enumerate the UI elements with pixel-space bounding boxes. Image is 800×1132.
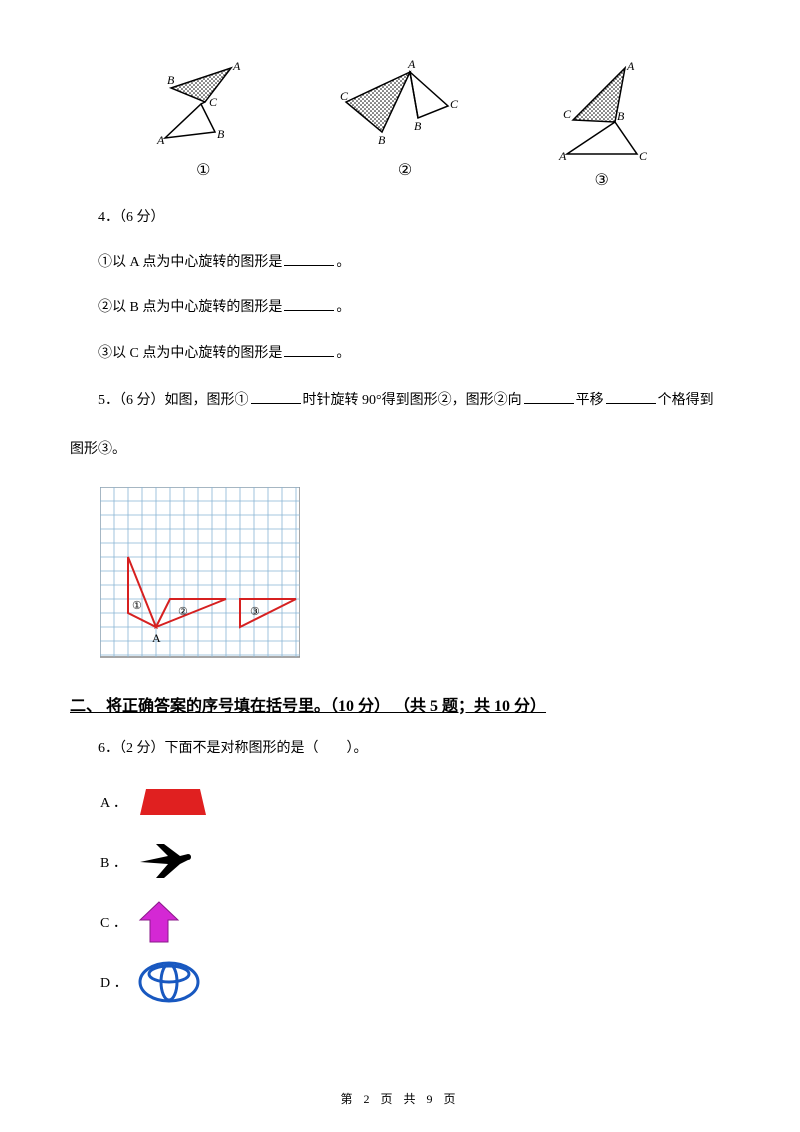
q4-line2-pre: ②以 B 点为中心旋转的图形是 (98, 300, 282, 315)
q4-blank2[interactable] (284, 297, 334, 311)
svg-text:A: A (232, 60, 241, 73)
svg-text:B: B (217, 127, 225, 141)
q4-line3-post: 。 (336, 346, 350, 361)
svg-text:B: B (378, 133, 386, 147)
q5-line2-text: 图形③。 (70, 442, 126, 457)
svg-text:B: B (167, 73, 175, 87)
q4-blank3[interactable] (284, 343, 334, 357)
svg-text:C: C (563, 107, 572, 121)
q4-line1-post: 。 (336, 255, 350, 270)
q4-line3-pre: ③以 C 点为中心旋转的图形是 (98, 346, 282, 361)
svg-text:A: A (152, 631, 161, 645)
q5-grid-svg: ① ② ③ A (100, 487, 300, 662)
svg-text:②: ② (178, 606, 188, 618)
q4-line3: ③以 C 点为中心旋转的图形是 。 (70, 341, 730, 366)
svg-text:A: A (407, 60, 416, 71)
page-footer: 第 2 页 共 9 页 (0, 1090, 800, 1107)
q6-option-b-label: B ． (100, 852, 130, 872)
figure-2-container: C A B C B ② (340, 60, 470, 190)
q5-line2: 图形③。 (70, 437, 730, 462)
q6-option-b[interactable]: B ． (100, 841, 730, 883)
q6-option-c[interactable]: C ． (100, 901, 730, 943)
q4-header: 4．（6 分） (70, 205, 730, 230)
svg-text:C: C (209, 95, 218, 109)
svg-text:①: ① (132, 600, 142, 612)
q6-option-d-label: D ． (100, 972, 130, 992)
q6-option-a-label: A ． (100, 792, 130, 812)
svg-text:③: ③ (250, 606, 260, 618)
q4-line1: ①以 A 点为中心旋转的图形是 。 (70, 250, 730, 275)
airplane-icon (138, 842, 194, 882)
q5-text: 5．（6 分）如图，图形① 时针旋转 90°得到图形②，图形②向 平移 个格得到 (70, 386, 730, 417)
q4-line1-pre: ①以 A 点为中心旋转的图形是 (98, 255, 282, 270)
figure-1-num: ① (196, 160, 210, 180)
q5-blank1[interactable] (251, 390, 301, 404)
trapezoid-icon (138, 785, 208, 819)
svg-text:C: C (340, 89, 349, 103)
q5-blank3[interactable] (606, 390, 656, 404)
q5-post: 个格得到 (658, 393, 714, 408)
figure-1-container: B A C A B ① (153, 60, 253, 190)
figure-1-svg: B A C A B (153, 60, 253, 155)
q6-text: 6．（2 分）下面不是对称图形的是（ ）。 (70, 736, 730, 761)
q6-option-d[interactable]: D ． (100, 961, 730, 1003)
q6-option-c-label: C ． (100, 912, 130, 932)
figure-2-num: ② (398, 160, 412, 180)
svg-text:B: B (414, 119, 422, 133)
top-figures-row: B A C A B ① C A B C B (110, 60, 690, 190)
svg-text:A: A (156, 133, 165, 147)
q5-mid2: 平移 (576, 393, 604, 408)
q4-line2-post: 。 (336, 300, 350, 315)
q4-line2: ②以 B 点为中心旋转的图形是 。 (70, 295, 730, 320)
svg-text:C: C (639, 149, 647, 163)
figure-2-svg: C A B C B (340, 60, 470, 155)
svg-text:A: A (558, 149, 567, 163)
section2-title: 二、 将正确答案的序号填在括号里。（10 分） （共 5 题；共 10 分） (70, 692, 730, 716)
q4-blank1[interactable] (284, 252, 334, 266)
q5-grid-figure: ① ② ③ A (100, 487, 730, 667)
q5-mid1: 时针旋转 90°得到图形②，图形②向 (303, 393, 522, 408)
arrow-up-icon (138, 900, 180, 944)
q6-option-a[interactable]: A ． (100, 781, 730, 823)
figure-3-container: A C B A C ③ (557, 60, 647, 190)
figure-3-svg: A C B A C (557, 60, 647, 165)
q5-blank2[interactable] (524, 390, 574, 404)
svg-text:A: A (626, 60, 635, 73)
svg-text:C: C (450, 97, 459, 111)
figure-3-num: ③ (594, 170, 608, 190)
svg-text:B: B (617, 109, 625, 123)
q5-pre1: 5．（6 分）如图，图形① (98, 393, 249, 408)
toyota-logo-icon (138, 961, 200, 1003)
